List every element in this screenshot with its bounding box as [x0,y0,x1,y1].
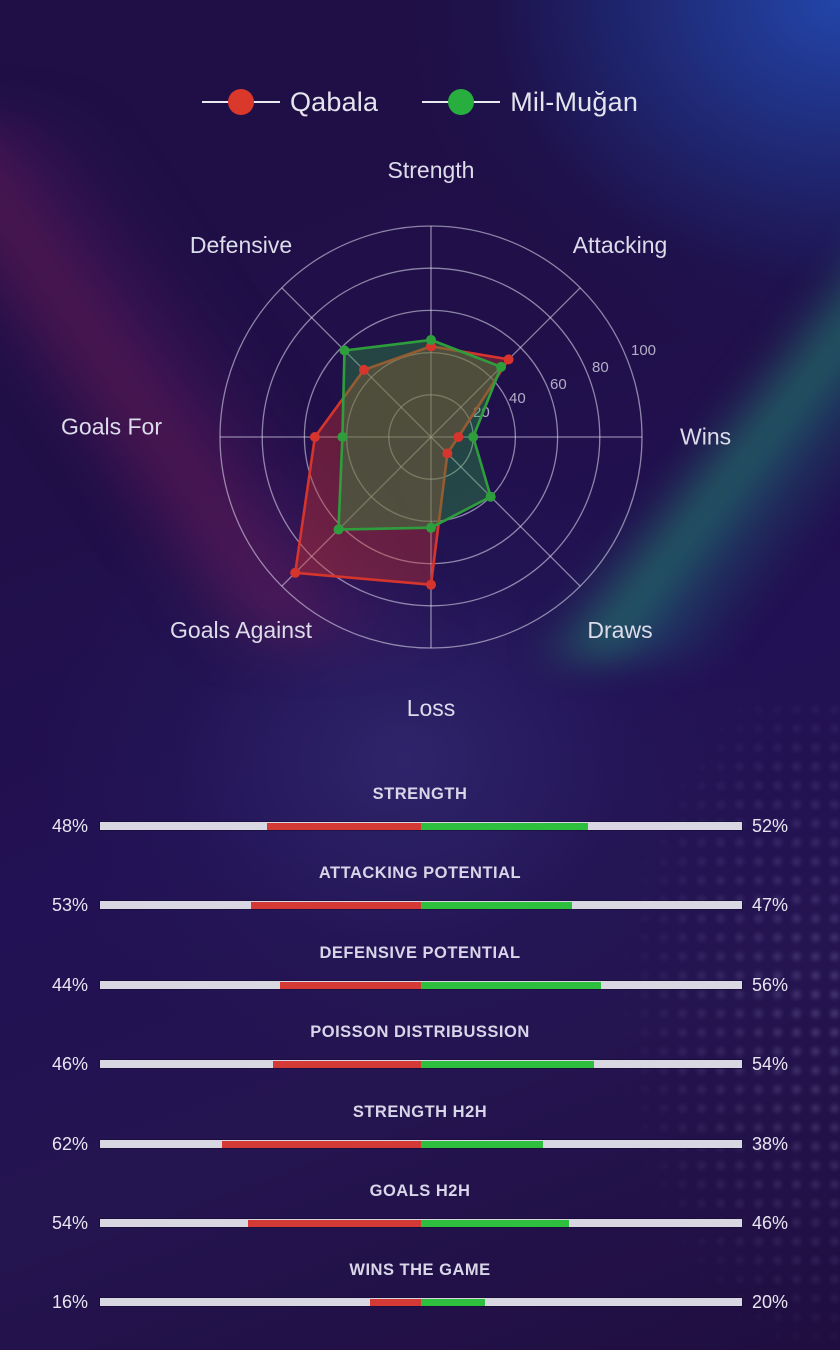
svg-text:100: 100 [631,342,656,359]
svg-text:40: 40 [509,390,526,407]
svg-text:80: 80 [592,359,609,376]
svg-text:60: 60 [550,376,567,393]
